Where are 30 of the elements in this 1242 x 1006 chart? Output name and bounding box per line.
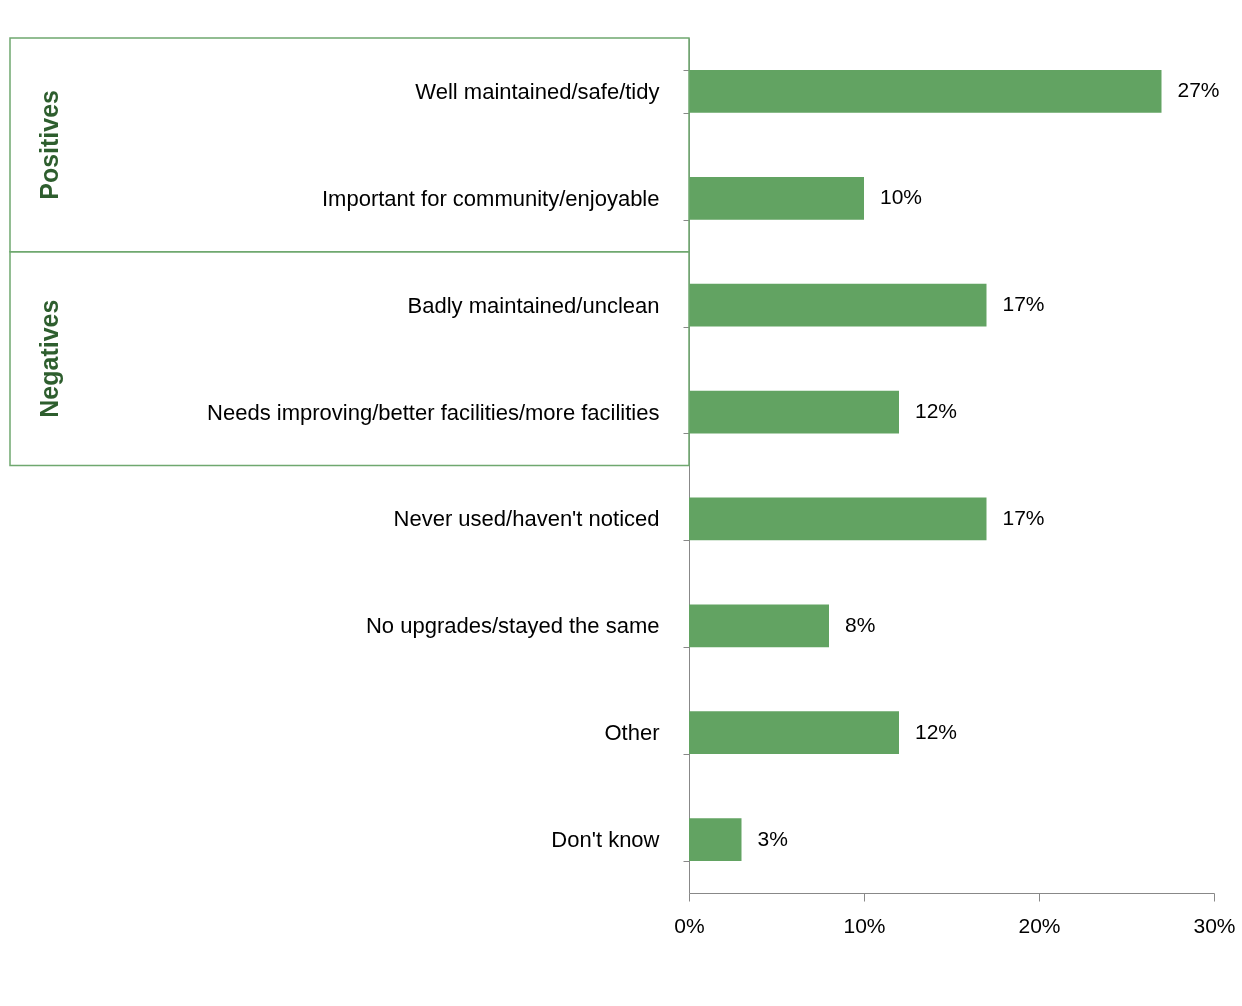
x-tick-label: 10% (843, 913, 886, 937)
bar (689, 818, 742, 861)
data-label: 12% (915, 399, 958, 423)
data-label: 17% (1002, 505, 1045, 529)
data-label: 10% (880, 185, 923, 209)
y-tick-label: Needs improving/better facilities/more facilities (207, 399, 660, 425)
text: Negatives (35, 299, 63, 418)
data-label: 12% (915, 719, 958, 743)
text: Positives (35, 89, 63, 200)
x-tick-label: 20% (1018, 913, 1061, 937)
bar (689, 390, 899, 434)
y-tick-label: Never used/haven't noticed (393, 506, 660, 532)
x-tick-label: 0% (674, 913, 705, 937)
data-label: 8% (845, 612, 876, 636)
bar (689, 176, 864, 220)
x-tick-label: 30% (1193, 913, 1236, 937)
bar (689, 283, 987, 327)
y-tick-label: Other (604, 720, 660, 746)
y-tick-label: Important for community/enjoyable (322, 185, 660, 211)
y-tick-label: Don't know (551, 827, 660, 853)
y-tick-label: No upgrades/stayed the same (365, 613, 660, 639)
y-tick-label: Badly maintained/unclean (407, 292, 660, 318)
y-tick-label: Well maintained/safe/tidy (415, 78, 660, 104)
data-label: 17% (1002, 292, 1045, 316)
bar (689, 711, 899, 755)
bar (689, 70, 1162, 113)
bar (689, 604, 829, 648)
data-label: 3% (757, 826, 788, 850)
bar (689, 497, 987, 541)
data-label: 27% (1177, 78, 1220, 102)
